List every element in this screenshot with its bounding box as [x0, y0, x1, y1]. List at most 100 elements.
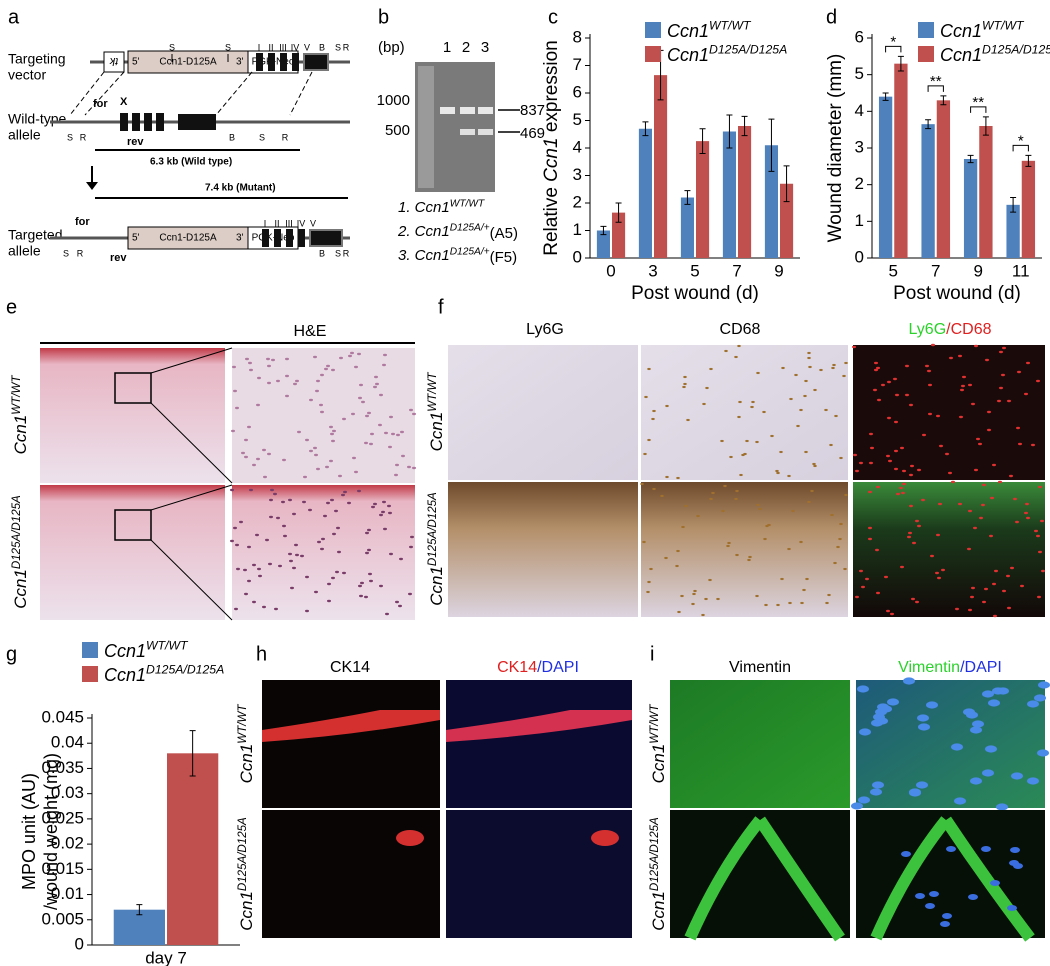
cell: [324, 367, 328, 371]
cell: [887, 698, 899, 706]
cell: [262, 605, 266, 609]
row-label: allele: [8, 243, 41, 259]
cell: [1011, 772, 1023, 780]
cell: [810, 489, 814, 493]
cell: [802, 588, 806, 592]
cell: [875, 548, 879, 552]
y-tick-label: 7: [573, 55, 582, 74]
cell: [998, 480, 1002, 484]
cell: [709, 497, 713, 501]
cell: [244, 438, 248, 442]
text-part: D125A/D125A: [709, 43, 787, 57]
cell: [367, 548, 371, 552]
cell: [896, 492, 900, 496]
site-label: R: [80, 132, 87, 142]
cell: [832, 363, 836, 367]
exon-label: IV: [291, 42, 300, 52]
panel-letter: e: [6, 296, 17, 318]
cell: [297, 430, 301, 434]
x-tick-label: 0: [606, 261, 615, 280]
cell: [269, 515, 273, 519]
arm-label: 5': [132, 233, 140, 244]
exon: [286, 229, 293, 247]
cell: [398, 604, 402, 608]
cell: [1007, 399, 1011, 403]
cell: [262, 448, 266, 452]
cell: [873, 388, 877, 392]
cell: [360, 581, 364, 585]
cell: [1026, 516, 1030, 520]
size-label: 7.4 kb (Mutant): [205, 183, 276, 194]
cell: [1013, 497, 1017, 501]
cell: [1034, 694, 1046, 702]
cell: [901, 491, 905, 495]
column-header: CD68: [720, 321, 761, 338]
cell: [267, 452, 271, 456]
cell: [1038, 485, 1042, 489]
cell: [252, 463, 256, 467]
panel-letter: f: [438, 296, 444, 318]
cell: [383, 527, 387, 531]
exon-label: I: [258, 42, 261, 52]
cell: [988, 699, 1000, 707]
cell: [901, 851, 911, 857]
y-tick-label: 0.045: [41, 707, 84, 726]
cell: [734, 355, 738, 359]
cell: [962, 375, 966, 379]
cell: [289, 559, 293, 563]
error-bar: [925, 119, 932, 130]
bar: [921, 124, 935, 259]
cell: [399, 557, 403, 561]
cell: [808, 365, 812, 369]
cell: [288, 498, 292, 502]
cell: [756, 503, 760, 507]
cell: [329, 425, 333, 429]
cell: [899, 486, 903, 490]
cell: [394, 473, 398, 477]
cell: [367, 411, 371, 415]
exon: [120, 113, 128, 131]
lane-label: 3: [481, 39, 489, 56]
cell: [665, 475, 669, 479]
exon: [298, 229, 305, 247]
cell: [984, 587, 988, 591]
cell: [912, 541, 916, 545]
cell: [909, 788, 921, 796]
he-image: [40, 485, 225, 620]
text-part: Ccn1: [11, 415, 30, 455]
cell: [961, 384, 965, 388]
primer: for: [75, 216, 90, 228]
cell: [739, 473, 743, 477]
significance-bracket: [885, 45, 902, 53]
text-part: Ccn1: [104, 665, 146, 685]
cell: [652, 409, 656, 413]
cell: [257, 567, 261, 571]
y-tick-label: 4: [855, 101, 864, 120]
cell: [343, 490, 347, 494]
cell: [320, 547, 324, 551]
cell: [359, 383, 363, 387]
cell: [704, 597, 708, 601]
cell: [937, 576, 941, 580]
cell: [369, 442, 373, 446]
exon-label: I: [264, 218, 267, 228]
primer: rev: [110, 252, 127, 264]
cell: [389, 552, 393, 556]
text-part: Ccn1: [649, 891, 668, 931]
cell: [800, 601, 804, 605]
cell: [978, 442, 982, 446]
gel-key: 1. Ccn1WT/WT: [398, 198, 485, 216]
row-label: Ccn1WT/WT: [427, 372, 447, 452]
legend-label: Ccn1WT/WT: [667, 19, 752, 41]
cell: [859, 461, 863, 465]
cell: [858, 796, 870, 804]
cell: [665, 404, 669, 408]
zoom-line: [150, 539, 233, 621]
error-bar: [189, 730, 196, 777]
cell: [338, 474, 342, 478]
gel-band: [440, 107, 455, 114]
cell: [905, 393, 909, 397]
section-title: H&E: [294, 323, 327, 340]
error-bar: [684, 190, 691, 205]
cell: [737, 344, 741, 348]
